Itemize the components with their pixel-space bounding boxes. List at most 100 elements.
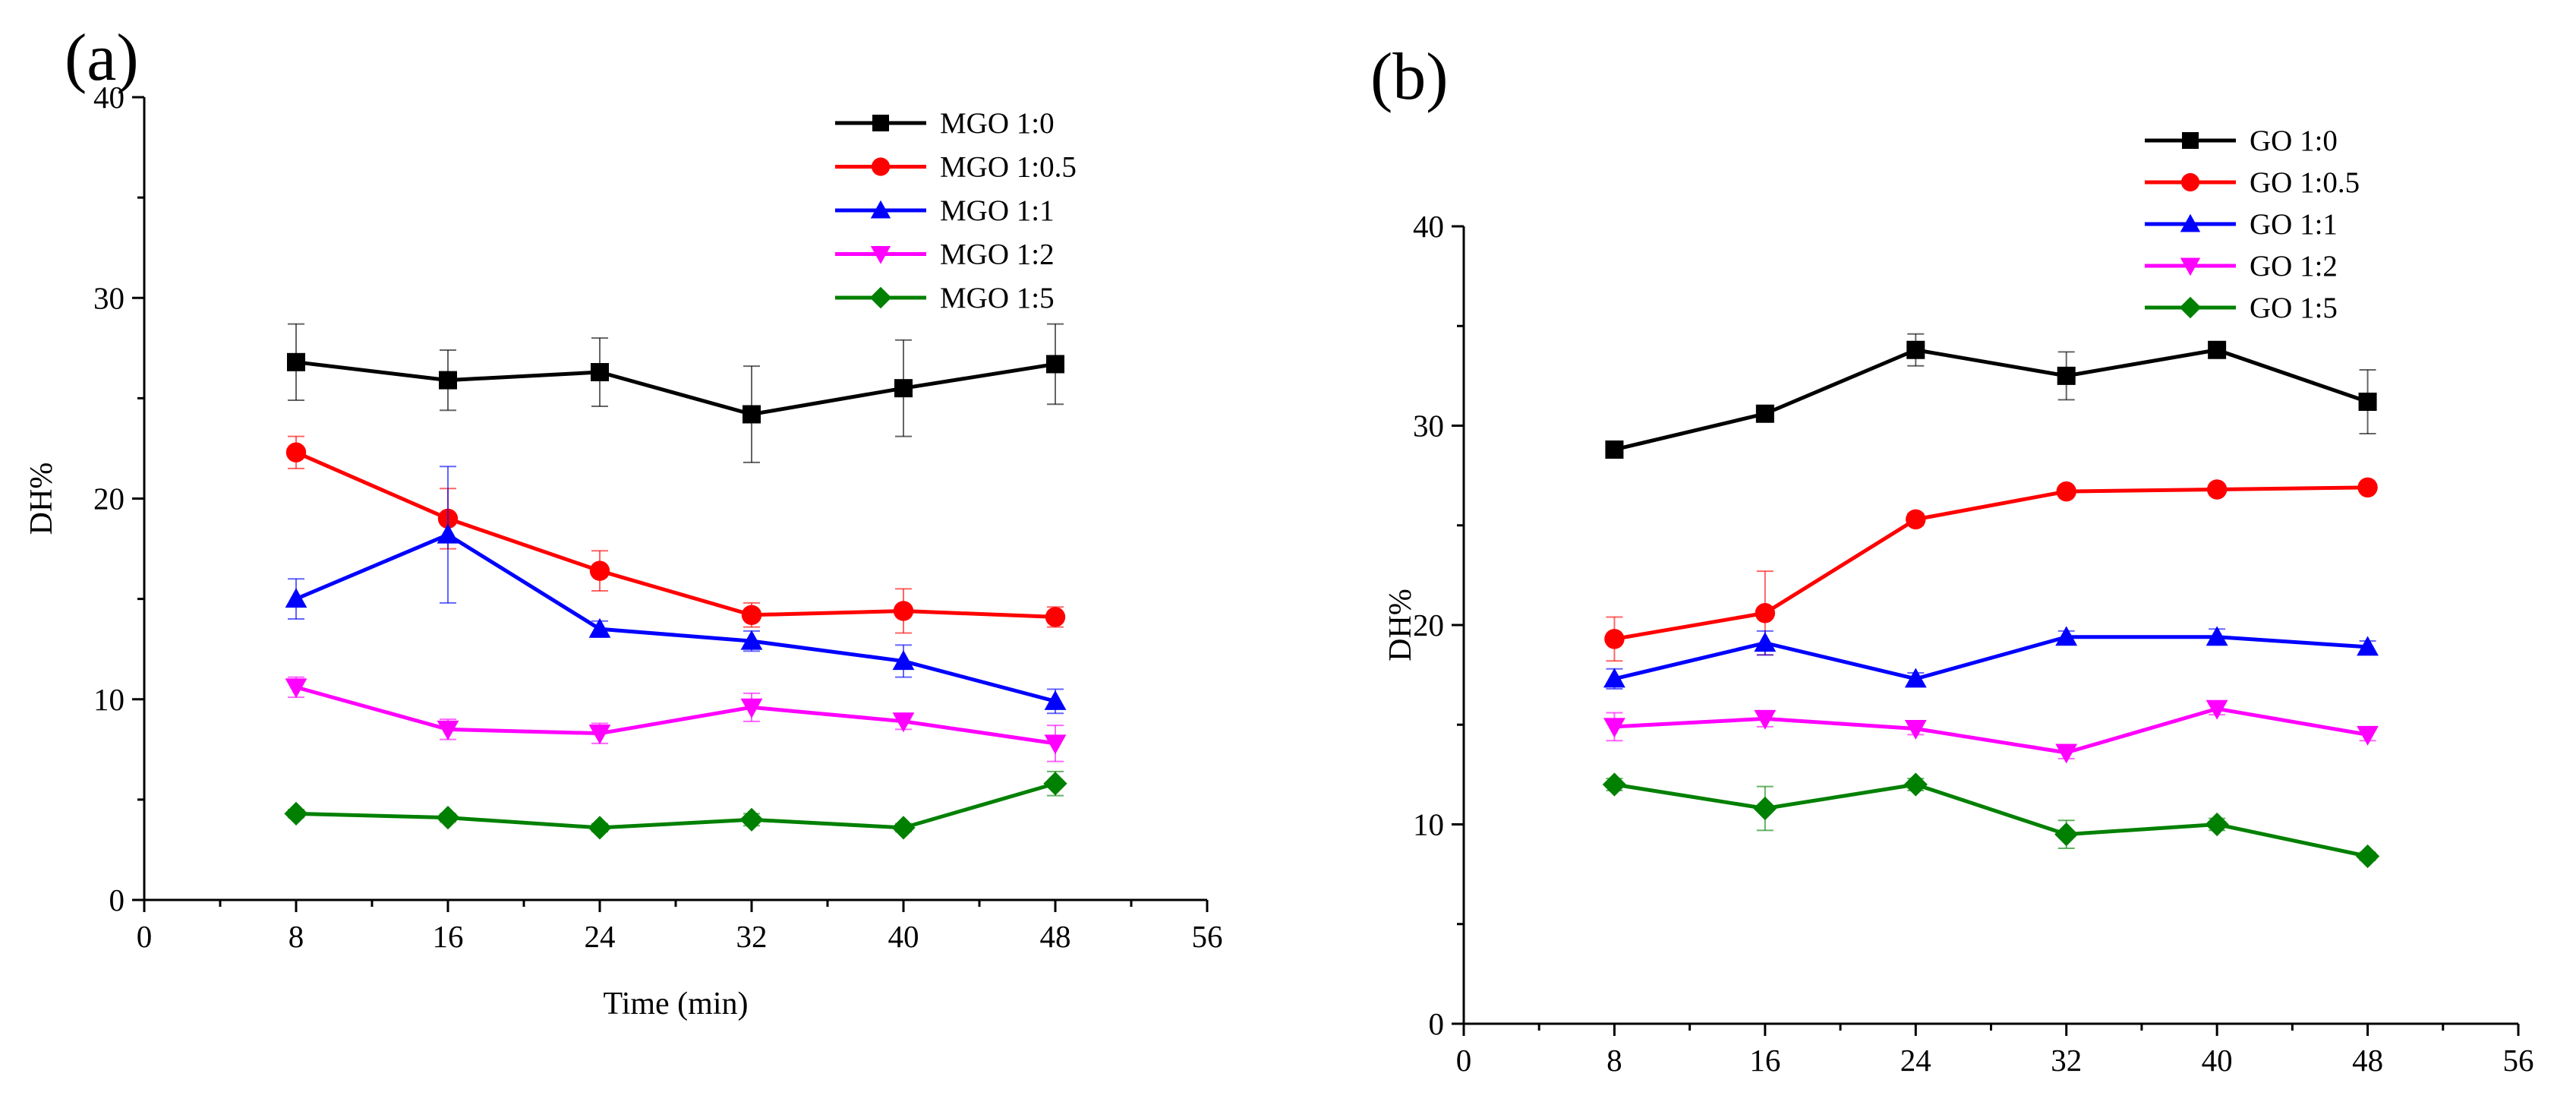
panel-b-data-point [1903,772,1928,797]
panel-a-data-point [743,405,761,424]
panel-b-series-line [1613,348,2369,452]
panel-a-legend-label: MGO 1:0.5 [940,151,1077,184]
panel-a-y-tick-label: 0 [109,882,125,917]
panel-a-data-point [891,816,916,840]
panel-b-data-point [2358,393,2377,411]
panel-b-legend-label: GO 1:0.5 [2250,166,2360,199]
panel-b-data-point [2206,699,2228,720]
panel-b-data-point [1904,719,1927,740]
panel-a-data-point [588,816,612,840]
panel-b-data-point [1604,629,1625,649]
panel-b-data-point [1906,340,1925,359]
panel-a-data-point [741,605,762,625]
panel-a-series-line [295,450,1056,619]
panel-a-x-tick-label: 48 [1040,919,1071,954]
panel-b-data-point [1603,718,1625,738]
panel-b-legend-item: GO 1:1 [2145,208,2338,241]
panel-b-data-point [1603,668,1625,688]
panel-b-legend-marker [2182,132,2199,149]
panel-b-series-3 [1603,626,2379,690]
panel-b-data-point [2357,725,2379,746]
panel-a-y-tick-label: 40 [93,80,125,115]
panel-b-data-point [1755,404,1774,423]
panel-a-legend-label: MGO 1:2 [940,238,1055,271]
panel-b-data-point [1754,632,1777,652]
panel-a-data-point [287,352,305,371]
panel-b-data-point [2357,477,2378,498]
panel-a-data-point [437,720,459,740]
panel-a-data-point [740,630,763,650]
panel-b-legend-label: GO 1:2 [2250,250,2338,283]
panel-b-x-tick-label: 24 [1900,1043,1931,1078]
panel-b-series-line [1614,782,2369,858]
panel-b-y-tick-label: 0 [1429,1006,1445,1041]
panel-b-data-point [2206,479,2228,500]
panel-a-data-point [892,712,915,733]
panel-a-data-point [284,801,308,826]
panel-a-x-tick-label: 56 [1192,919,1223,954]
panel-b-legend-marker [2179,296,2202,319]
panel-a-legend-marker [871,157,891,176]
panel-b-data-point [2206,626,2228,646]
panel-a-label: (a) [65,21,139,95]
panel-a-x-tick-label: 24 [585,919,616,954]
panel-b-data-point [1755,603,1776,624]
panel-b-legend-item: GO 1:0.5 [2145,166,2360,199]
panel-a-series-line [295,685,1056,746]
panel-a-data-point [1043,772,1067,796]
panel-a-legend-label: MGO 1:0 [940,107,1055,140]
panel-b-legend-label: GO 1:5 [2250,292,2338,324]
panel-b-x-tick-label: 40 [2202,1043,2233,1078]
panel-b-y-tick-label: 40 [1413,209,1444,244]
panel-a-x-axis-title: Time (min) [604,987,749,1021]
panel-a-data-point [436,806,460,830]
panel-a-legend-label: MGO 1:1 [940,194,1055,227]
panel-a-data-point [437,523,459,544]
panel-a-legend-marker [870,200,891,219]
panel-a-data-point [588,725,611,745]
panel-b-data-point [1602,772,1627,797]
panel-a-data-point [894,379,913,398]
panel-b-legend-label: GO 1:1 [2250,208,2338,241]
panel-a-series-2 [285,435,1066,634]
panel-b-y-axis-title: DH% [1383,589,1418,661]
panel-b-data-point [2054,822,2079,847]
panel-a-data-point [1044,690,1067,710]
panel-b-x-tick-label: 0 [1456,1043,1472,1078]
panel-b-label: (b) [1370,40,1449,114]
panel-b-data-point [1754,709,1777,730]
panel-b-x-tick-label: 16 [1749,1043,1780,1078]
panel-b-data-point [2055,744,2078,764]
panel-a-data-point [285,678,307,699]
panel-a-series-1 [287,323,1064,463]
panel-b-data-point [2357,636,2379,656]
panel-a-data-point [285,588,307,608]
panel-b-data-point [1904,668,1927,688]
panel-b-series-4 [1603,699,2379,764]
panel-a-data-point [740,698,763,718]
panel-a-data-point [1046,355,1064,374]
panel-a-y-axis-title: DH% [24,463,59,535]
panel-b-y-tick-label: 30 [1413,409,1444,444]
panel-b-series-5 [1602,772,2380,869]
panel-b-x-tick-label: 56 [2503,1043,2534,1078]
panel-b-legend-marker [2180,172,2200,192]
panel-a-x-tick-label: 8 [288,919,304,954]
panel-a-legend-item: MGO 1:0 [835,107,1055,140]
panel-a-x-tick-label: 0 [137,919,153,954]
panel-a-data-point [589,560,610,581]
panel-b-legend-label: GO 1:0 [2250,125,2338,157]
panel-a-legend-item: MGO 1:1 [835,194,1055,227]
panel-a-legend-item: MGO 1:0.5 [835,151,1077,184]
panel-a-series-line [295,781,1056,830]
panel-b-data-point [1753,796,1777,821]
panel-a-series-line [295,360,1056,417]
panel-a-data-point [588,617,611,638]
panel-a-data-point [439,371,457,390]
panel-b-data-point [2205,812,2229,837]
panel-a-y-tick-label: 10 [93,682,125,717]
panel-a-legend-marker [872,115,889,131]
